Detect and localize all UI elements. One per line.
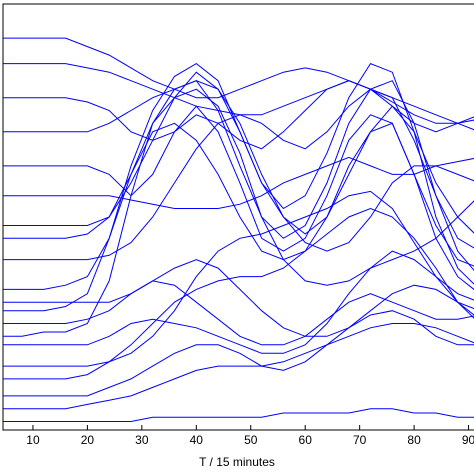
x-tick-label: 90 bbox=[462, 433, 474, 447]
x-tick-label: 50 bbox=[244, 433, 258, 447]
x-tick-label: 70 bbox=[353, 433, 367, 447]
x-tick-label: 30 bbox=[135, 433, 149, 447]
series-line bbox=[3, 323, 474, 410]
plot-frame bbox=[2, 3, 474, 431]
x-tick-label: 10 bbox=[26, 433, 40, 447]
series-line bbox=[3, 88, 474, 261]
series-line bbox=[3, 250, 474, 354]
series-line bbox=[3, 280, 474, 346]
series-line bbox=[3, 88, 474, 286]
series-line bbox=[3, 122, 474, 291]
series-line bbox=[3, 71, 474, 239]
series-line bbox=[3, 207, 474, 380]
lines bbox=[3, 37, 474, 422]
series-line bbox=[3, 408, 474, 422]
series-line bbox=[3, 156, 474, 209]
x-tick-label: 60 bbox=[299, 433, 313, 447]
x-tick-label: 80 bbox=[407, 433, 421, 447]
series-line bbox=[3, 80, 474, 252]
series-line bbox=[3, 37, 474, 131]
x-axis-label: T / 15 minutes bbox=[199, 455, 275, 469]
series-line bbox=[3, 80, 474, 337]
x-tick-label: 40 bbox=[190, 433, 204, 447]
x-tick-label: 20 bbox=[81, 433, 95, 447]
series-line bbox=[3, 310, 474, 397]
series-line bbox=[3, 259, 474, 337]
series-line bbox=[3, 190, 474, 367]
